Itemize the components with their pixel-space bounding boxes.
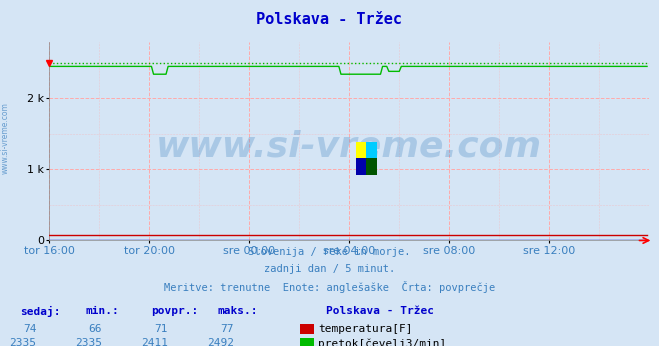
Text: Meritve: trenutne  Enote: anglešaške  Črta: povprečje: Meritve: trenutne Enote: anglešaške Črta…	[164, 281, 495, 293]
Text: Slovenija / reke in morje.: Slovenija / reke in morje.	[248, 247, 411, 257]
Text: www.si-vreme.com: www.si-vreme.com	[1, 102, 10, 174]
Text: 2411: 2411	[141, 338, 168, 346]
Text: min.:: min.:	[86, 306, 119, 316]
Text: sedaj:: sedaj:	[20, 306, 60, 317]
Text: zadnji dan / 5 minut.: zadnji dan / 5 minut.	[264, 264, 395, 274]
Text: 2492: 2492	[207, 338, 234, 346]
Text: 2335: 2335	[9, 338, 36, 346]
Text: www.si-vreme.com: www.si-vreme.com	[156, 130, 542, 164]
Text: 77: 77	[221, 324, 234, 334]
Text: temperatura[F]: temperatura[F]	[318, 324, 413, 334]
Text: maks.:: maks.:	[217, 306, 258, 316]
Text: 66: 66	[89, 324, 102, 334]
Text: pretok[čevelj3/min]: pretok[čevelj3/min]	[318, 338, 447, 346]
Text: povpr.:: povpr.:	[152, 306, 199, 316]
Text: 2335: 2335	[75, 338, 102, 346]
Text: Polskava - Tržec: Polskava - Tržec	[256, 12, 403, 27]
Text: 71: 71	[155, 324, 168, 334]
Text: 74: 74	[23, 324, 36, 334]
Text: Polskava - Tržec: Polskava - Tržec	[326, 306, 434, 316]
